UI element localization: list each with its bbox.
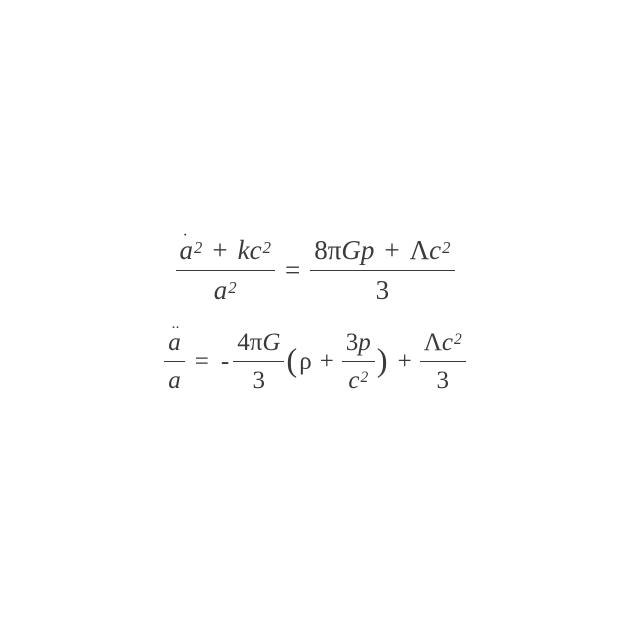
numerator: Λc2 — [420, 326, 466, 359]
sup-2: 2 — [441, 240, 450, 257]
denominator: 3 — [249, 364, 270, 397]
plus-op: + — [390, 349, 420, 374]
var-a: a — [168, 368, 181, 393]
lambda-symbol: Λ — [424, 330, 442, 355]
eq2-3p-over-c2: 3p c2 — [342, 326, 375, 397]
eq1-rhs-fraction: 8πGp + Λc2 3 — [310, 233, 454, 308]
rho-symbol: ρ — [299, 349, 311, 374]
fraction-bar — [176, 270, 275, 271]
minus-op: - — [219, 349, 233, 374]
sup-2: 2 — [262, 240, 271, 257]
numerator: 4πG — [233, 326, 284, 359]
eq2-lhs-fraction: ·· a a — [164, 326, 185, 397]
eq1-lhs-numerator: · a 2 + kc2 — [176, 233, 275, 268]
var-c: c — [348, 368, 359, 393]
pi-symbol: π — [250, 330, 263, 355]
fraction-bar — [342, 361, 375, 362]
eq2-lhs-numerator: ·· a — [164, 326, 185, 359]
numerator: 3p — [342, 326, 375, 359]
a-dot: · a — [180, 237, 194, 264]
left-paren: ( — [284, 345, 299, 378]
eq1-rhs-numerator: 8πGp + Λc2 — [310, 233, 454, 268]
sup-2: 2 — [453, 332, 462, 348]
eq2-4piG-over-3: 4πG 3 — [233, 326, 284, 397]
const-4: 4 — [237, 330, 250, 355]
const-3: 3 — [253, 368, 266, 393]
fraction-bar — [420, 361, 466, 362]
var-k: k — [238, 237, 250, 264]
fraction-bar — [164, 361, 185, 362]
sup-2: 2 — [193, 240, 202, 257]
sup-2: 2 — [227, 280, 236, 297]
right-paren: ) — [375, 345, 390, 378]
eq2-lhs-denominator: a — [164, 364, 185, 397]
var-p: p — [361, 237, 375, 264]
const-3: 3 — [376, 277, 390, 304]
friedmann-equation-2: ·· a a = - 4πG 3 ( ρ + 3p — [164, 326, 465, 397]
var-c: c — [429, 237, 441, 264]
fraction-bar — [310, 270, 454, 271]
var-c: c — [250, 237, 262, 264]
plus-op: + — [374, 237, 409, 264]
eq1-lhs-fraction: · a 2 + kc2 a2 — [176, 233, 275, 308]
plus-op: + — [202, 237, 237, 264]
var-G: G — [341, 237, 361, 264]
sup-2: 2 — [359, 370, 368, 386]
var-G: G — [262, 330, 280, 355]
plus-op: + — [312, 349, 342, 374]
var-p: p — [358, 330, 371, 355]
pi-symbol: π — [328, 237, 342, 264]
var-c: c — [442, 330, 453, 355]
a-double-dot: ·· a — [168, 330, 181, 355]
eq2-lambda-c2-over-3: Λc2 3 — [420, 326, 466, 397]
equals-op: = — [185, 349, 219, 374]
equation-canvas: · a 2 + kc2 a2 = 8πGp + Λc2 3 — [0, 0, 630, 630]
const-8: 8 — [314, 237, 328, 264]
denominator: c2 — [344, 364, 372, 397]
eq1-rhs-denominator: 3 — [372, 273, 394, 308]
fraction-bar — [233, 361, 284, 362]
denominator: 3 — [432, 364, 453, 397]
lambda-symbol: Λ — [410, 237, 430, 264]
const-3: 3 — [436, 368, 449, 393]
eq1-lhs-denominator: a2 — [210, 273, 241, 308]
equals-op: = — [275, 257, 310, 284]
var-a: a — [214, 277, 228, 304]
friedmann-equation-1: · a 2 + kc2 a2 = 8πGp + Λc2 3 — [176, 233, 455, 308]
const-3: 3 — [346, 330, 359, 355]
